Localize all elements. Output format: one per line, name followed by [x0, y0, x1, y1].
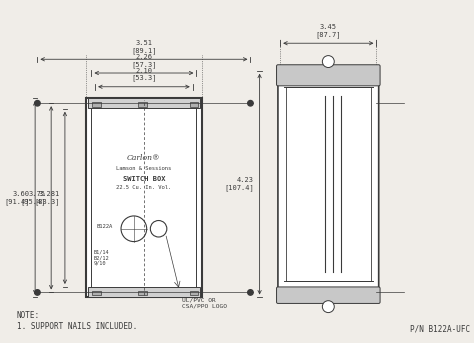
Text: B1/14
B2/12
9/10: B1/14 B2/12 9/10 — [94, 249, 109, 266]
Circle shape — [322, 56, 334, 68]
Bar — [88, 98, 200, 108]
Bar — [138, 102, 146, 107]
Circle shape — [322, 301, 334, 312]
Text: 3.45
[87.7]: 3.45 [87.7] — [316, 24, 341, 38]
Bar — [92, 102, 100, 107]
Bar — [286, 87, 371, 282]
Text: 3.75
[95.4]: 3.75 [95.4] — [20, 191, 46, 205]
Circle shape — [248, 100, 253, 106]
Text: 2.10
[53.3]: 2.10 [53.3] — [131, 68, 157, 81]
Text: 4.23
[107.4]: 4.23 [107.4] — [224, 177, 254, 191]
Text: 3.60
[91.4]: 3.60 [91.4] — [4, 191, 30, 205]
Text: P/N B122A-UFC: P/N B122A-UFC — [410, 325, 470, 334]
Circle shape — [35, 290, 40, 295]
FancyBboxPatch shape — [276, 287, 380, 304]
Text: 22.5 Cu. In. Vol.: 22.5 Cu. In. Vol. — [116, 185, 172, 190]
Text: NOTE:
1. SUPPORT NAILS INCLUDED.: NOTE: 1. SUPPORT NAILS INCLUDED. — [17, 311, 137, 331]
Text: Carlon®: Carlon® — [127, 154, 161, 162]
Bar — [190, 291, 198, 295]
Bar — [92, 291, 100, 295]
FancyBboxPatch shape — [276, 65, 380, 86]
Text: Lamson & Sessions: Lamson & Sessions — [116, 166, 172, 171]
Text: SWITCH BOX: SWITCH BOX — [123, 176, 165, 181]
Bar — [190, 102, 198, 107]
Text: UL/PVC OR
CSA/PPO LOGO: UL/PVC OR CSA/PPO LOGO — [182, 297, 227, 308]
Text: B122A: B122A — [97, 224, 113, 229]
Text: 3.51
[89.1]: 3.51 [89.1] — [131, 40, 157, 54]
Text: 3.281
[83.3]: 3.281 [83.3] — [34, 191, 59, 205]
Bar — [91, 104, 196, 292]
Text: 2.26
[57.3]: 2.26 [57.3] — [131, 54, 157, 68]
Bar — [88, 287, 200, 297]
FancyBboxPatch shape — [278, 69, 379, 300]
Bar — [85, 98, 202, 297]
Bar — [138, 291, 146, 295]
Circle shape — [248, 290, 253, 295]
Circle shape — [35, 100, 40, 106]
